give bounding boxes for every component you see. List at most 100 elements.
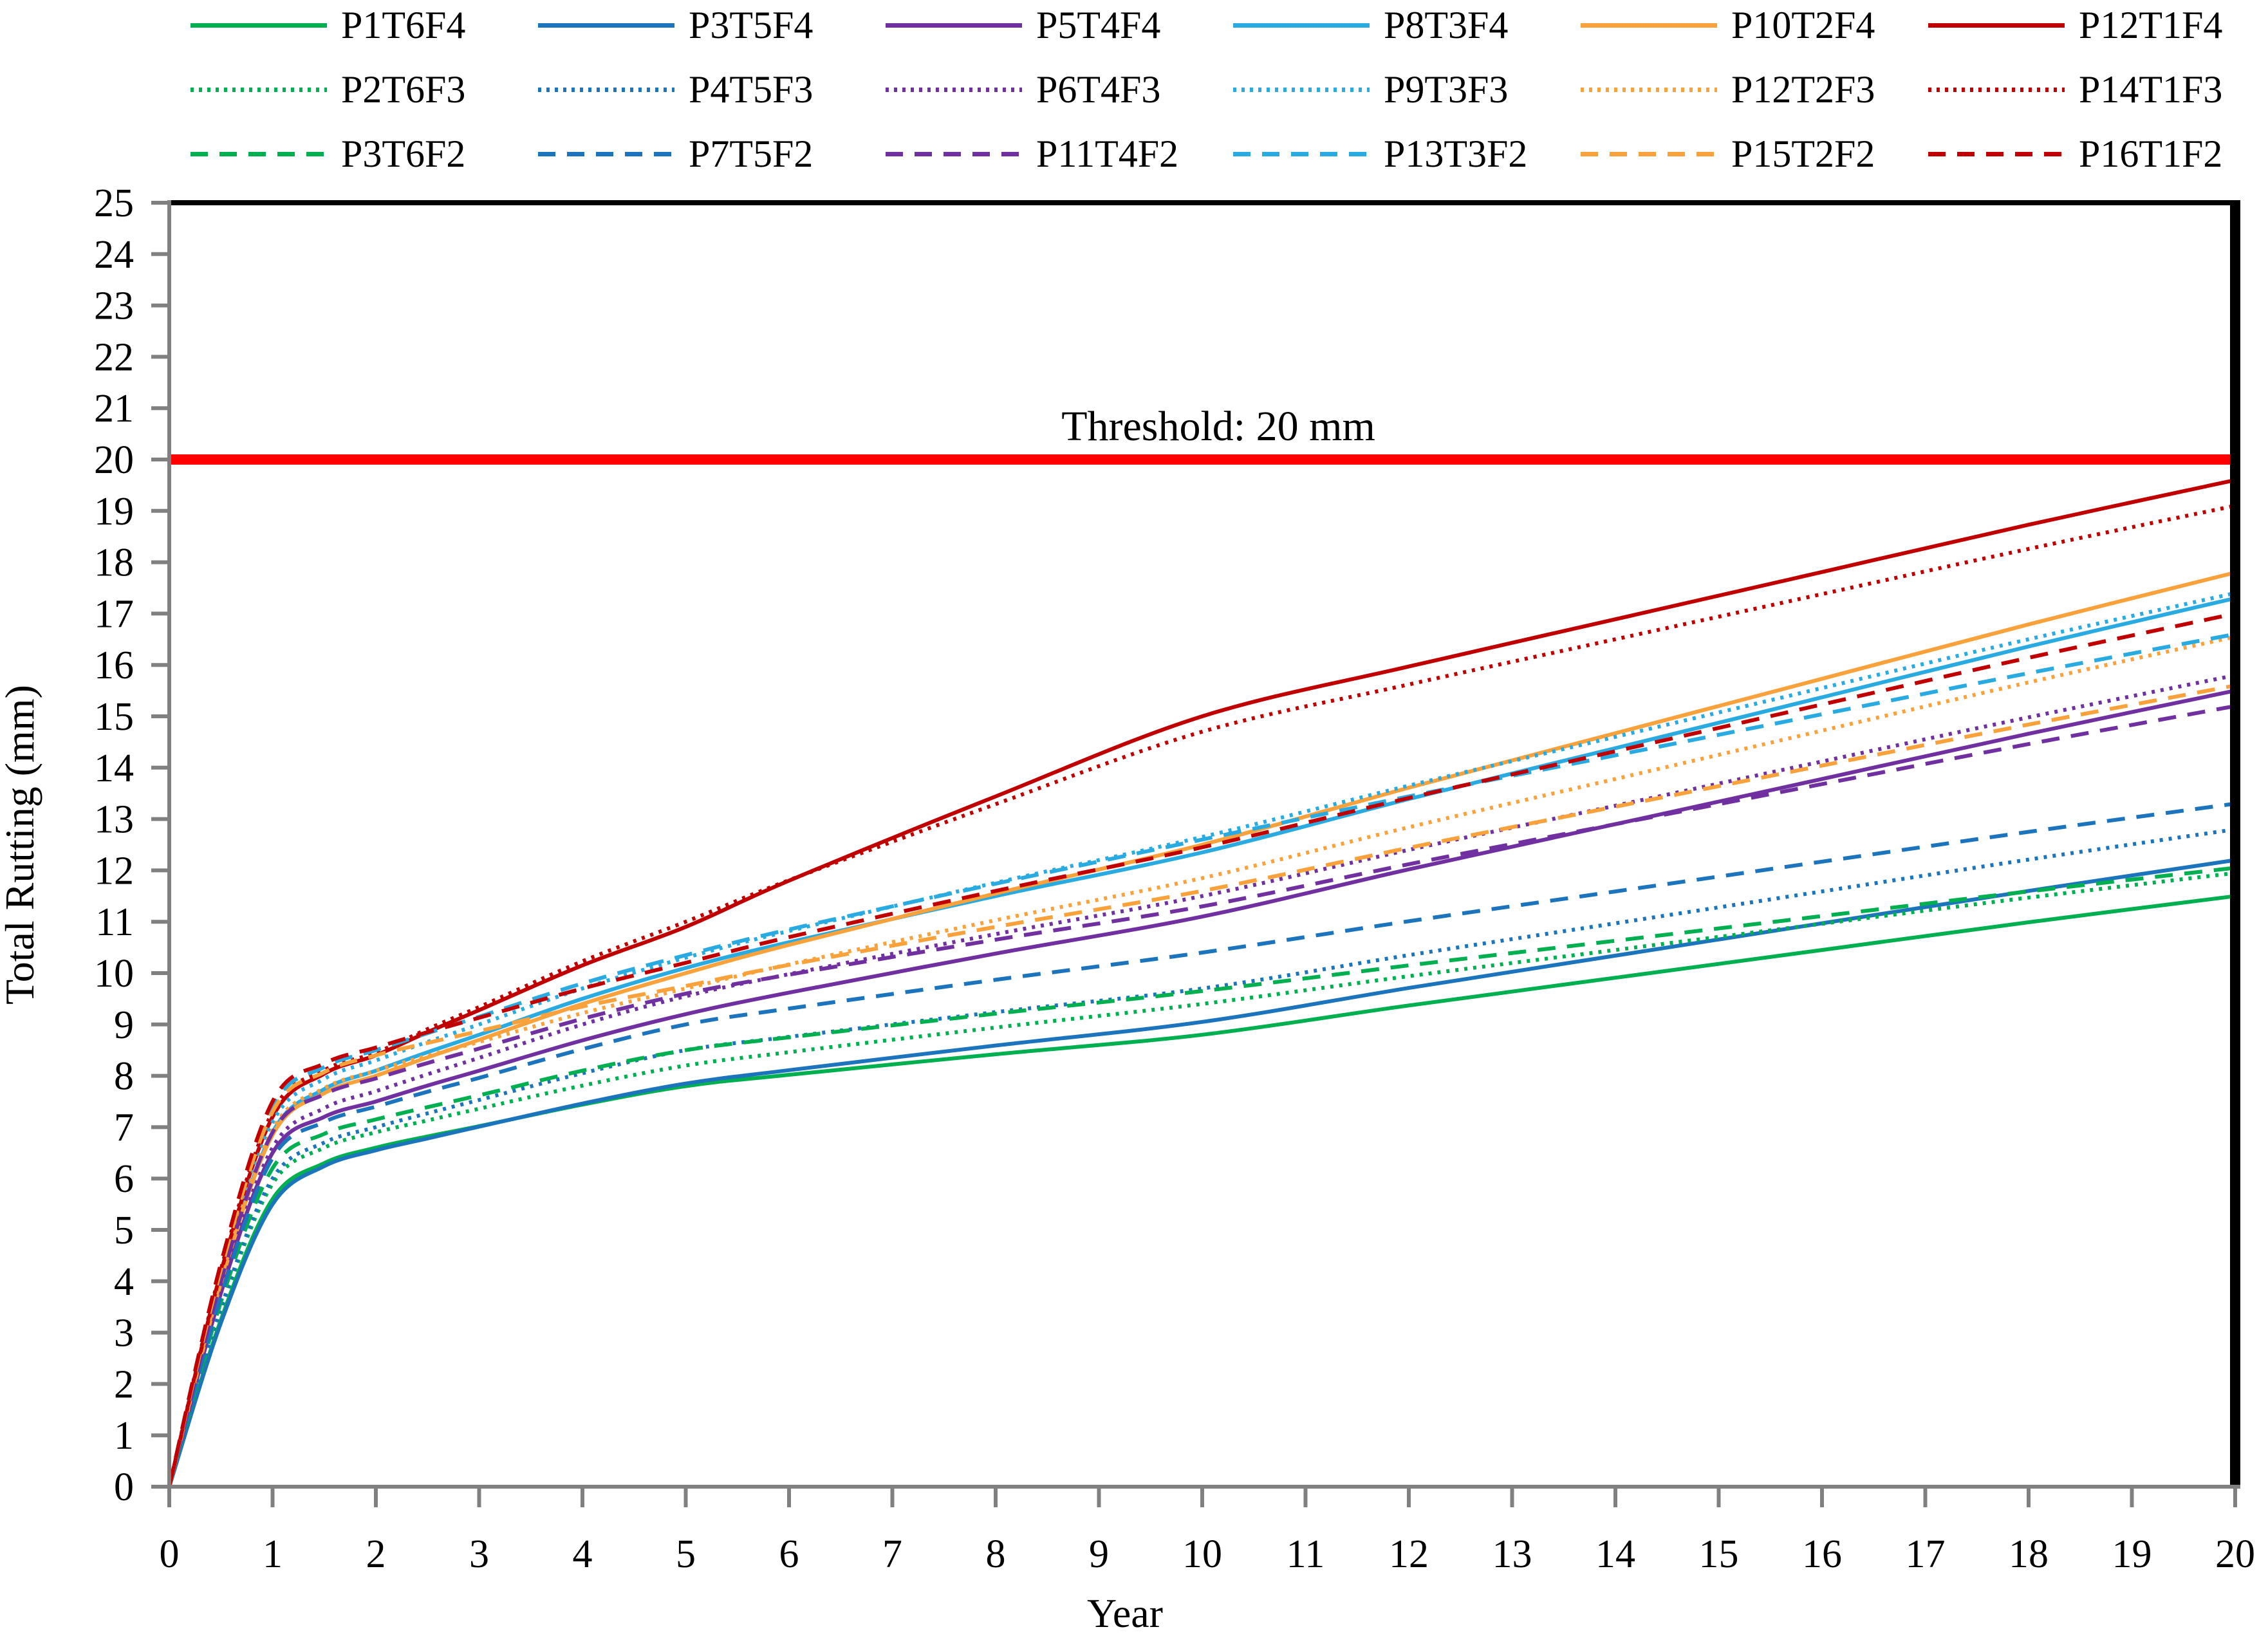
legend-swatch-dotted-line — [886, 87, 1022, 92]
y-tick-label: 0 — [114, 1465, 134, 1509]
y-tick-label: 24 — [94, 233, 134, 277]
legend-label: P15T2F2 — [1731, 133, 1875, 175]
x-tick-label: 15 — [1699, 1532, 1739, 1576]
series-line-P6T4F3 — [167, 673, 2236, 1487]
series-line-P3T6F2 — [167, 866, 2236, 1487]
y-tick-label: 13 — [94, 798, 134, 842]
legend-label: P9T3F3 — [1384, 68, 1509, 111]
y-tick-label: 10 — [94, 952, 134, 996]
y-axis-title: Total Rutting (mm) — [0, 685, 42, 1005]
series-line-P15T2F2 — [167, 683, 2236, 1487]
legend-swatch-dashed-line — [1928, 151, 2065, 156]
legend-label: P16T1F2 — [2079, 133, 2223, 175]
x-tick-label: 2 — [366, 1532, 386, 1576]
y-tick-label: 25 — [94, 181, 134, 225]
legend-item-P8T3F4: P8T3F4 — [1233, 4, 1581, 46]
y-tick-label: 6 — [114, 1157, 134, 1201]
legend-swatch-dashed-line — [191, 151, 327, 156]
y-tick-label: 1 — [114, 1414, 134, 1458]
x-tick-label: 3 — [469, 1532, 489, 1576]
legend-label: P5T4F4 — [1036, 4, 1161, 46]
x-tick-label: 13 — [1492, 1532, 1532, 1576]
y-tick-label: 15 — [94, 695, 134, 739]
legend-label: P13T3F2 — [1384, 133, 1528, 175]
y-tick-label: 4 — [114, 1260, 134, 1304]
legend-row-3: P3T6F2 P7T5F2 P11T4F2 P13T3F2 P15T2F2 P16T1F2 — [191, 133, 2268, 175]
x-tick-label: 0 — [160, 1532, 180, 1576]
legend-item-P11T4F2: P11T4F2 — [886, 133, 1233, 175]
legend-label: P12T2F3 — [1731, 68, 1875, 111]
series-line-P1T6F4 — [167, 894, 2236, 1487]
legend-swatch-dashed-line — [1233, 151, 1370, 156]
x-tick-label: 4 — [573, 1532, 593, 1576]
legend-item-P3T5F4: P3T5F4 — [538, 4, 886, 46]
legend-label: P2T6F3 — [341, 68, 466, 111]
x-tick-label: 14 — [1595, 1532, 1635, 1576]
x-tick-label: 20 — [2215, 1532, 2255, 1576]
y-tick-label: 12 — [94, 849, 134, 893]
y-tick-label: 19 — [94, 490, 134, 534]
legend-item-P5T4F4: P5T4F4 — [886, 4, 1233, 46]
legend-label: P6T4F3 — [1036, 68, 1161, 111]
legend-swatch-solid-line — [886, 23, 1022, 28]
legend-item-P3T6F2: P3T6F2 — [191, 133, 538, 175]
series-line-P4T5F3 — [167, 827, 2236, 1487]
legend-swatch-dotted-line — [1233, 87, 1370, 92]
y-tick-label: 17 — [94, 592, 134, 636]
chart-legend: P1T6F4 P3T5F4 P5T4F4 P8T3F4 P10T2F4 P12T1F4 P2… — [191, 4, 2268, 175]
legend-item-P10T2F4: P10T2F4 — [1581, 4, 1928, 46]
legend-swatch-dashed-line — [1581, 151, 1717, 156]
y-tick-label: 3 — [114, 1312, 134, 1355]
x-tick-label: 12 — [1389, 1532, 1429, 1576]
x-tick-label: 10 — [1182, 1532, 1222, 1576]
y-tick-label: 21 — [94, 387, 134, 431]
y-tick-label: 8 — [114, 1055, 134, 1099]
legend-label: P3T5F4 — [689, 4, 813, 46]
y-tick-label: 14 — [94, 747, 134, 790]
legend-item-P13T3F2: P13T3F2 — [1233, 133, 1581, 175]
legend-item-P14T1F3: P14T1F3 — [1928, 68, 2268, 111]
legend-row-1: P1T6F4 P3T5F4 P5T4F4 P8T3F4 P10T2F4 P12T1F4 — [191, 4, 2268, 46]
x-tick-label: 8 — [986, 1532, 1006, 1576]
y-tick-label: 9 — [114, 1003, 134, 1047]
series-line-P13T3F2 — [167, 632, 2236, 1487]
y-tick-label: 5 — [114, 1209, 134, 1252]
x-tick-label: 11 — [1287, 1532, 1325, 1576]
legend-item-P12T2F3: P12T2F3 — [1581, 68, 1928, 111]
legend-label: P10T2F4 — [1731, 4, 1875, 46]
y-tick-label: 11 — [95, 900, 134, 944]
legend-swatch-dotted-line — [1928, 87, 2065, 92]
legend-label: P3T6F2 — [341, 133, 466, 175]
legend-item-P1T6F4: P1T6F4 — [191, 4, 538, 46]
legend-item-P6T4F3: P6T4F3 — [886, 68, 1233, 111]
x-tick-label: 16 — [1802, 1532, 1842, 1576]
legend-label: P11T4F2 — [1036, 133, 1179, 175]
legend-swatch-dotted-line — [1581, 87, 1717, 92]
y-tick-label: 16 — [94, 644, 134, 687]
legend-swatch-dashed-line — [538, 151, 674, 156]
legend-item-P16T1F2: P16T1F2 — [1928, 133, 2268, 175]
series-line-P12T1F4 — [167, 478, 2236, 1487]
legend-label: P8T3F4 — [1384, 4, 1509, 46]
y-tick-label: 18 — [94, 541, 134, 585]
legend-label: P7T5F2 — [689, 133, 813, 175]
legend-swatch-solid-line — [191, 23, 327, 28]
x-tick-label: 18 — [2009, 1532, 2049, 1576]
series-line-P5T4F4 — [167, 689, 2236, 1487]
legend-item-P7T5F2: P7T5F2 — [538, 133, 886, 175]
legend-row-2: P2T6F3 P4T5F3 P6T4F3 P9T3F3 P12T2F3 P14T1F3 — [191, 68, 2268, 111]
threshold-label: Threshold: 20 mm — [1061, 403, 1375, 450]
x-tick-label: 6 — [779, 1532, 799, 1576]
x-tick-label: 1 — [263, 1532, 283, 1576]
x-tick-label: 9 — [1089, 1532, 1109, 1576]
legend-label: P1T6F4 — [341, 4, 466, 46]
legend-item-P15T2F2: P15T2F2 — [1581, 133, 1928, 175]
series-line-P3T5F4 — [167, 858, 2236, 1487]
y-tick-label: 7 — [114, 1106, 134, 1149]
x-tick-label: 7 — [882, 1532, 902, 1576]
y-tick-label: 20 — [94, 438, 134, 482]
y-tick-label: 2 — [114, 1362, 134, 1406]
legend-swatch-solid-line — [1233, 23, 1370, 28]
series-line-P2T6F3 — [167, 871, 2236, 1487]
y-tick-label: 23 — [94, 284, 134, 328]
